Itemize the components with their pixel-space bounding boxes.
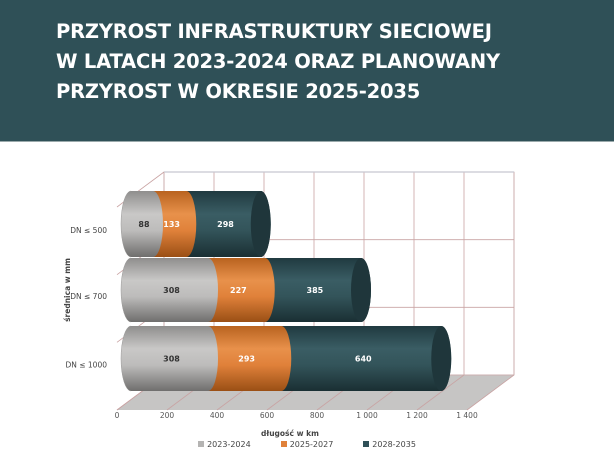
legend-swatch-icon (363, 441, 370, 447)
bar-value-label: 308 (163, 355, 180, 364)
bar-segment (271, 326, 452, 391)
bar-segment (198, 326, 292, 391)
category-label: DN ≤ 1000 (65, 361, 107, 370)
x-tick-label: 400 (210, 411, 225, 420)
bar-value-label: 385 (307, 286, 324, 295)
legend-item: 2025-2027 (280, 440, 334, 449)
x-tick-label: 200 (160, 411, 175, 420)
legend-label: 2028-2035 (372, 440, 416, 449)
bar-value-label: 88 (138, 220, 150, 229)
bar-value-label: 308 (163, 286, 180, 295)
legend-label: 2023-2024 (207, 440, 251, 449)
bar-segment (198, 258, 275, 322)
legend-swatch-icon (198, 441, 205, 447)
x-tick-label: 600 (260, 411, 275, 420)
bar-segment (121, 326, 219, 391)
x-axis-title: długość w km (261, 429, 319, 438)
bar-segment (121, 191, 163, 257)
title-line-1: PRZYROST INFRASTRUKTURY SIECIOWEJ (56, 20, 492, 43)
chart-legend: 2023-2024 2025-2027 2028-2035 (0, 440, 614, 449)
bar-segment (121, 258, 218, 322)
legend-swatch-icon (280, 441, 287, 447)
x-tick-label: 1 400 (456, 411, 478, 420)
x-tick-label: 0 (115, 411, 120, 420)
title-line-3: PRZYROST W OKRESIE 2025-2035 (56, 80, 421, 103)
bar-segment (176, 191, 271, 257)
x-tick-label: 1 200 (406, 411, 428, 420)
x-tick-label: 1 000 (356, 411, 378, 420)
category-label: DN ≤ 700 (70, 292, 107, 301)
bar-value-label: 133 (163, 220, 180, 229)
x-tick-label: 800 (310, 411, 325, 420)
header-banner: PRZYROST INFRASTRUKTURY SIECIOWEJ W LATA… (0, 0, 614, 142)
title-line-2: W LATACH 2023-2024 ORAZ PLANOWANY (56, 50, 500, 73)
cylinder-cap (250, 191, 271, 257)
bar-value-label: 640 (355, 355, 372, 364)
page-title: PRZYROST INFRASTRUKTURY SIECIOWEJ W LATA… (56, 17, 576, 107)
bar-segment (254, 258, 371, 322)
legend-label: 2025-2027 (289, 440, 334, 449)
bar-3: 308 293 640 (120, 325, 452, 392)
legend-item: 2028-2035 (363, 440, 416, 449)
bar-value-label: 227 (230, 286, 247, 295)
bar-1: 88 133 298 (120, 190, 271, 258)
category-label: DN ≤ 500 (70, 226, 107, 235)
cylinder-cap (351, 258, 371, 322)
cylinder-cap (431, 326, 452, 391)
bars-group: 88 133 298 308 227 385 308 293 640 (120, 190, 452, 392)
bar-value-label: 293 (238, 355, 255, 364)
bar-2: 308 227 385 (120, 257, 371, 323)
legend-item: 2023-2024 (198, 440, 251, 449)
y-axis-title: średnica w mm (63, 258, 72, 322)
axis-labels: DN ≤ 500 DN ≤ 700 DN ≤ 1000 0 200 400 600 800 1 … (63, 226, 478, 438)
bar-value-label: 298 (217, 220, 234, 229)
